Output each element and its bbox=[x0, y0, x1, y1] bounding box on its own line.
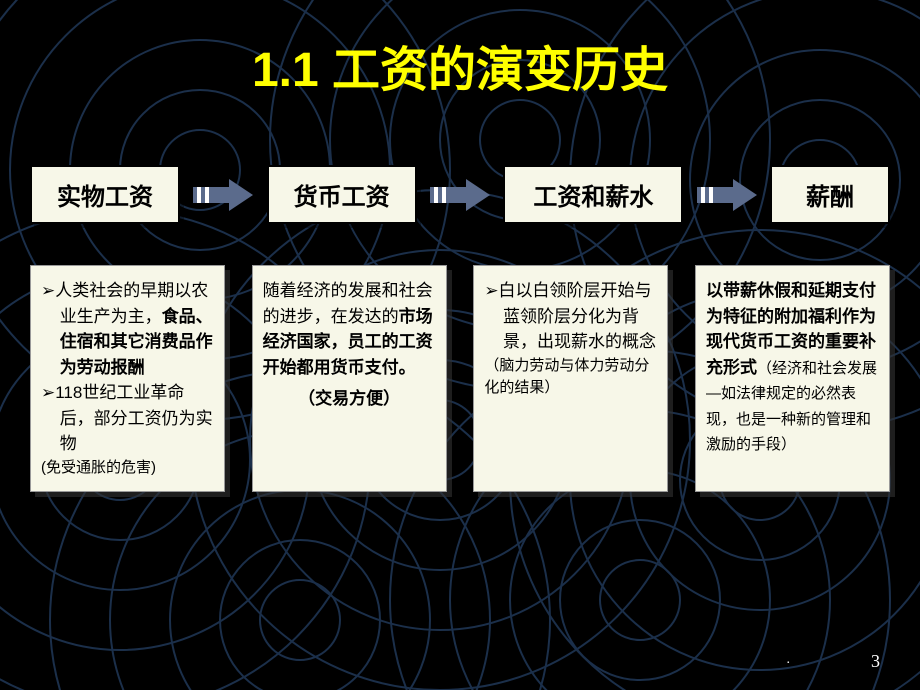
stage-label: 薪酬 bbox=[770, 165, 890, 224]
arrow-icon bbox=[683, 177, 770, 213]
arrow-icon bbox=[417, 177, 504, 213]
description-box: ➢人类社会的早期以农业生产为主，食品、住宿和其它消费品作为劳动报酬➢118世纪工… bbox=[30, 265, 225, 492]
description-box: 以带薪休假和延期支付为特征的附加福利作为现代货币工资的重要补充形式（经济和社会发… bbox=[695, 265, 890, 492]
description-row: ➢人类社会的早期以农业生产为主，食品、住宿和其它消费品作为劳动报酬➢118世纪工… bbox=[30, 265, 890, 492]
stage-label: 货币工资 bbox=[267, 165, 417, 224]
stage-label: 工资和薪水 bbox=[503, 165, 683, 224]
footer-dot: . bbox=[787, 652, 791, 668]
page-number: 3 bbox=[871, 651, 880, 672]
arrow-icon bbox=[180, 177, 267, 213]
stage-label: 实物工资 bbox=[30, 165, 180, 224]
slide-title: 1.1 工资的演变历史 bbox=[0, 30, 920, 100]
description-box: ➢白以白领阶层开始与蓝领阶层分化为背景，出现薪水的概念（脑力劳动与体力劳动分化的… bbox=[473, 265, 668, 492]
description-box: 随着经济的发展和社会的进步，在发达的市场经济国家，员工的工资开始都用货币支付。（… bbox=[252, 265, 447, 492]
flow-row: 实物工资 货币工资 工资和薪水 薪酬 bbox=[30, 165, 890, 224]
